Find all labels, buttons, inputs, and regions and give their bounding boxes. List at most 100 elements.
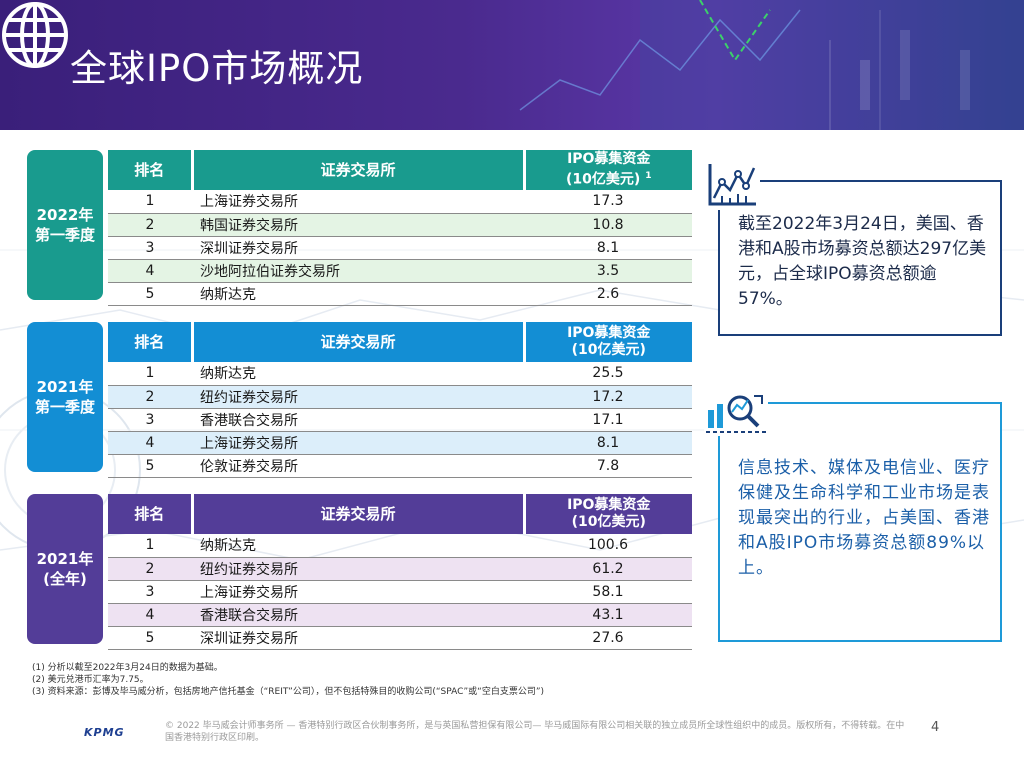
table-row: 4 香港联合交易所 43.1 <box>108 603 692 627</box>
table-row: 5 纳斯达克 2.6 <box>108 282 692 306</box>
exchange-cell: 沙地阿拉伯证券交易所 <box>192 259 524 283</box>
amount-header-line1: IPO募集资金 <box>567 497 651 513</box>
kpmg-logo: KPMG <box>84 726 125 739</box>
exchange-cell: 上海证券交易所 <box>192 431 524 455</box>
table-row: 3 深圳证券交易所 8.1 <box>108 236 692 260</box>
period-year: 2022年 <box>36 206 94 224</box>
rank-cell: 4 <box>108 603 192 627</box>
period-scope: (全年) <box>43 570 87 588</box>
value-cell: 3.5 <box>524 259 692 283</box>
rank-header: 排名 <box>108 322 192 362</box>
table-row: 2 纽约证券交易所 61.2 <box>108 557 692 581</box>
exchange-cell: 上海证券交易所 <box>192 190 524 214</box>
exchange-cell: 纳斯达克 <box>192 534 524 558</box>
period-label-2022-q1: 2022年 第一季度 <box>27 150 103 300</box>
table-row: 2 纽约证券交易所 17.2 <box>108 385 692 409</box>
banner-decoration <box>519 0 1024 130</box>
amount-header: IPO募集资金 (10亿美元) <box>522 322 692 362</box>
exchange-cell: 上海证券交易所 <box>192 580 524 604</box>
footnote-3: (3) 资料来源：彭博及毕马威分析，包括房地产信托基金（“REIT”公司），但不… <box>32 687 545 697</box>
value-cell: 17.2 <box>524 385 692 409</box>
rank-cell: 4 <box>108 431 192 455</box>
footnote-2: (2) 美元兑港币汇率为7.75。 <box>32 675 149 685</box>
summary-text: 信息技术、媒体及电信业、医疗保健及生命科学和工业市场是表现最突出的行业，占美国、… <box>738 458 990 578</box>
table-row: 5 伦敦证券交易所 7.8 <box>108 454 692 478</box>
exchange-cell: 香港联合交易所 <box>192 603 524 627</box>
footnote-1: (1) 分析以截至2022年3月24日的数据为基础。 <box>32 663 223 673</box>
period-label-2021-q1: 2021年 第一季度 <box>27 322 103 472</box>
summary-text: 截至2022年3月24日，美国、香港和A股市场募资总额达297亿美元，占全球IP… <box>738 214 987 309</box>
exchange-cell: 纳斯达克 <box>192 282 524 306</box>
rank-header: 排名 <box>108 150 192 190</box>
exchange-cell: 深圳证券交易所 <box>192 626 524 650</box>
value-cell: 17.1 <box>524 408 692 432</box>
exchange-cell: 深圳证券交易所 <box>192 236 524 260</box>
table-header-row: 排名 证券交易所 IPO募集资金 (10亿美元) <box>108 494 692 534</box>
rank-cell: 2 <box>108 385 192 409</box>
rank-cell: 1 <box>108 362 192 386</box>
line-chart-icon <box>704 160 760 210</box>
rank-cell: 3 <box>108 236 192 260</box>
ipo-table-2021-q1: 排名 证券交易所 IPO募集资金 (10亿美元) 1 纳斯达克 25.5 2 纽… <box>108 322 692 478</box>
rank-cell: 2 <box>108 213 192 237</box>
table-row: 4 沙地阿拉伯证券交易所 3.5 <box>108 259 692 283</box>
period-year: 2021年 <box>36 550 94 568</box>
summary-box-top-sectors: 信息技术、媒体及电信业、医疗保健及生命科学和工业市场是表现最突出的行业，占美国、… <box>718 402 1002 642</box>
table-row: 2 韩国证券交易所 10.8 <box>108 213 692 237</box>
table-header-row: 排名 证券交易所 IPO募集资金 (10亿美元) <box>108 322 692 362</box>
exchange-cell: 韩国证券交易所 <box>192 213 524 237</box>
exchange-cell: 纳斯达克 <box>192 362 524 386</box>
period-label-2021-full-year: 2021年 (全年) <box>27 494 103 644</box>
rank-cell: 3 <box>108 580 192 604</box>
amount-header: IPO募集资金 (10亿美元) <box>522 494 692 534</box>
header-banner: 全球IPO市场概况 <box>0 0 1024 130</box>
globe-icon <box>2 2 68 68</box>
ipo-table-2022-q1: 排名 证券交易所 IPO募集资金 (10亿美元) 1 1 上海证券交易所 17.… <box>108 150 692 306</box>
rank-cell: 5 <box>108 626 192 650</box>
table-row: 1 上海证券交易所 17.3 <box>108 190 692 214</box>
amount-header-line1: IPO募集资金 <box>567 325 651 341</box>
table-row: 3 香港联合交易所 17.1 <box>108 408 692 432</box>
summary-box-market-total: 截至2022年3月24日，美国、香港和A股市场募资总额达297亿美元，占全球IP… <box>718 180 1002 336</box>
value-cell: 17.3 <box>524 190 692 214</box>
value-cell: 27.6 <box>524 626 692 650</box>
table-row: 1 纳斯达克 25.5 <box>108 362 692 386</box>
footnotes: (1) 分析以截至2022年3月24日的数据为基础。 (2) 美元兑港币汇率为7… <box>32 662 544 698</box>
period-scope: 第一季度 <box>34 226 95 244</box>
amount-header: IPO募集资金 (10亿美元) 1 <box>522 150 692 190</box>
page-title: 全球IPO市场概况 <box>70 47 364 90</box>
ipo-table-2021-full-year: 排名 证券交易所 IPO募集资金 (10亿美元) 1 纳斯达克 100.6 2 … <box>108 494 692 650</box>
amount-header-line2: (10亿美元) <box>571 342 646 358</box>
table-row: 4 上海证券交易所 8.1 <box>108 431 692 455</box>
exchange-cell: 香港联合交易所 <box>192 408 524 432</box>
rank-cell: 2 <box>108 557 192 581</box>
value-cell: 8.1 <box>524 236 692 260</box>
value-cell: 100.6 <box>524 534 692 558</box>
value-cell: 61.2 <box>524 557 692 581</box>
amount-header-line1: IPO募集资金 <box>567 151 651 168</box>
table-row: 1 纳斯达克 100.6 <box>108 534 692 558</box>
exchange-cell: 伦敦证券交易所 <box>192 454 524 478</box>
amount-header-line2: (10亿美元) <box>566 171 641 188</box>
rank-cell: 1 <box>108 190 192 214</box>
table-header-row: 排名 证券交易所 IPO募集资金 (10亿美元) 1 <box>108 150 692 190</box>
rank-cell: 5 <box>108 282 192 306</box>
copyright-text: © 2022 毕马威会计师事务所 — 香港特别行政区合伙制事务所，是与英国私营担… <box>165 721 905 743</box>
rank-cell: 1 <box>108 534 192 558</box>
value-cell: 2.6 <box>524 282 692 306</box>
rank-cell: 3 <box>108 408 192 432</box>
magnifier-analytics-icon <box>704 392 768 436</box>
exchange-header: 证券交易所 <box>190 322 524 362</box>
value-cell: 43.1 <box>524 603 692 627</box>
footnote-mark: 1 <box>645 171 652 182</box>
amount-header-line2: (10亿美元) <box>571 514 646 530</box>
rank-cell: 4 <box>108 259 192 283</box>
value-cell: 58.1 <box>524 580 692 604</box>
value-cell: 10.8 <box>524 213 692 237</box>
table-row: 3 上海证券交易所 58.1 <box>108 580 692 604</box>
rank-header: 排名 <box>108 494 192 534</box>
value-cell: 25.5 <box>524 362 692 386</box>
exchange-cell: 纽约证券交易所 <box>192 557 524 581</box>
period-year: 2021年 <box>36 378 94 396</box>
exchange-header: 证券交易所 <box>190 150 524 190</box>
